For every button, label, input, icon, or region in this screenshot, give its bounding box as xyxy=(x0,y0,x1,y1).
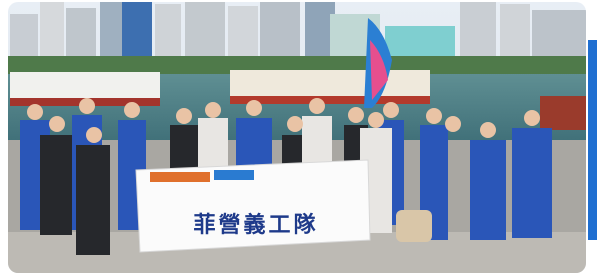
scene: 菲營義工隊 xyxy=(0,0,597,275)
banner-text: 菲營義工隊 xyxy=(193,212,318,238)
banner: 菲營義工隊 xyxy=(136,160,370,252)
side-strip xyxy=(588,40,597,240)
page: 菲營義工隊 (() => { const data = JSON.parse(d… xyxy=(0,0,597,275)
photo: 菲營義工隊 xyxy=(0,0,597,275)
